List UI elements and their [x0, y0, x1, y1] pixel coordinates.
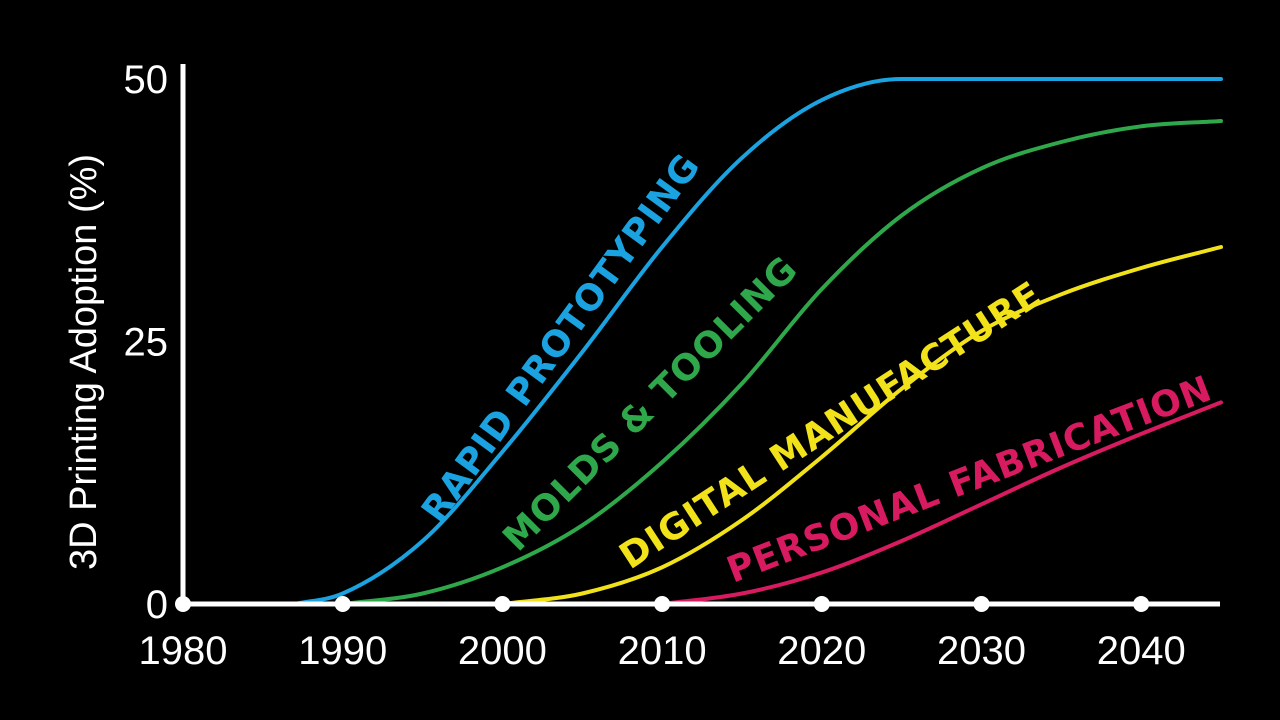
- x-axis-ticks: 1980 1990 2000 2010 2020 2030 2040: [139, 596, 1186, 673]
- series-line-digital-manufacture: [500, 245, 1223, 606]
- y-axis-ticks: 0 25 50: [124, 58, 169, 627]
- series-line-molds-and-tooling: [340, 119, 1223, 606]
- x-tick-label-2030: 2030: [937, 629, 1026, 673]
- series-line-rapid-prototyping: [292, 76, 1223, 606]
- x-tick-dot-2040: [1133, 596, 1150, 612]
- x-tick-dot-1990: [334, 596, 351, 612]
- x-tick-dot-1980: [175, 596, 191, 612]
- x-tick-label-1990: 1990: [298, 629, 387, 673]
- y-tick-label-0: 0: [146, 583, 168, 627]
- x-tick-label-2010: 2010: [618, 629, 707, 673]
- x-tick-label-1980: 1980: [139, 629, 228, 673]
- x-tick-dot-2030: [973, 596, 990, 612]
- x-tick-dot-2020: [813, 596, 830, 612]
- series-curves: [292, 76, 1223, 606]
- y-tick-label-50: 50: [124, 58, 169, 102]
- x-tick-dot-2010: [654, 596, 671, 612]
- x-tick-dot-2000: [494, 596, 511, 612]
- series-line-personal-fabrication: [660, 400, 1223, 606]
- y-tick-label-25: 25: [124, 321, 169, 365]
- x-tick-label-2000: 2000: [458, 629, 547, 673]
- y-axis-title: 3D Printing Adoption (%): [63, 154, 105, 570]
- x-tick-label-2040: 2040: [1097, 629, 1186, 673]
- x-tick-label-2020: 2020: [777, 629, 866, 673]
